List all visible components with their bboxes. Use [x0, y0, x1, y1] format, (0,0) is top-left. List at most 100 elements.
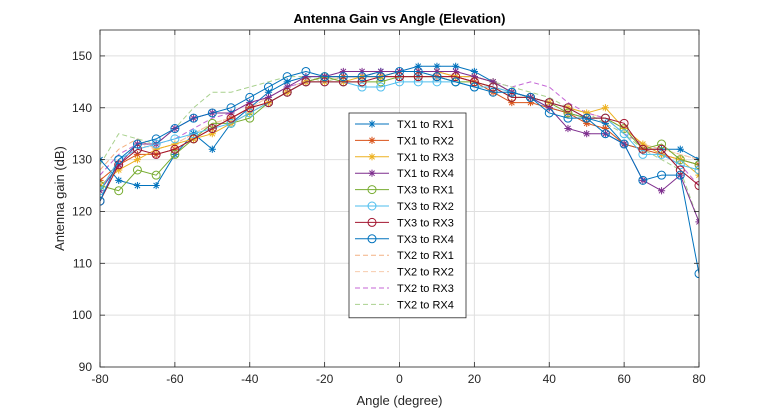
data-point-tx1-to-rx4: [657, 187, 666, 195]
data-point-tx3-to-rx3: [338, 77, 348, 87]
data-point-tx3-to-rx3: [600, 113, 610, 123]
data-point-tx3-to-rx2: [245, 108, 255, 118]
data-point-tx3-to-rx1: [207, 118, 217, 128]
data-point-tx3-to-rx2: [619, 129, 629, 139]
data-point-tx1-to-rx4: [489, 78, 497, 86]
series-line-tx3-to-rx3: [100, 76, 699, 202]
data-point-tx3-to-rx3: [301, 77, 311, 87]
data-point-tx3-to-rx2: [694, 165, 699, 175]
data-point-tx3-to-rx4: [432, 72, 442, 82]
x-tick-label: 40: [543, 372, 557, 386]
data-point-tx3-to-rx3: [189, 134, 199, 144]
y-axis-title: Antenna gain (dB): [52, 146, 67, 251]
series-layer: [100, 62, 699, 279]
data-point-tx3-to-rx3: [638, 144, 648, 154]
legend-entry-tx1-to-rx3: TX1 to RX3: [355, 152, 454, 164]
data-point-tx3-to-rx2: [226, 118, 236, 128]
data-point-tx3-to-rx3: [469, 77, 479, 87]
data-point-tx3-to-rx4: [451, 77, 461, 87]
data-point-tx3-to-rx4: [376, 72, 386, 82]
x-tick-label: 60: [617, 372, 631, 386]
legend-label-tx1-to-rx1: TX1 to RX1: [397, 119, 454, 131]
data-point-tx1-to-rx1: [208, 145, 216, 153]
data-point-tx3-to-rx2: [151, 139, 161, 149]
legend-entry-tx2-to-rx3: TX2 to RX3: [355, 283, 454, 295]
legend-label-tx2-to-rx1: TX2 to RX1: [397, 250, 454, 262]
x-tick-label: -60: [166, 372, 184, 386]
data-point-tx3-to-rx4: [694, 269, 699, 279]
data-point-tx3-to-rx3: [657, 144, 667, 154]
x-tick-label: -80: [91, 372, 109, 386]
data-point-tx1-to-rx1: [283, 78, 291, 86]
data-point-tx3-to-rx2: [376, 82, 386, 92]
data-point-tx1-to-rx4: [339, 67, 347, 76]
data-point-tx3-to-rx4: [207, 108, 217, 118]
legend-label-tx2-to-rx3: TX2 to RX3: [397, 283, 454, 295]
legend-entry-tx1-to-rx4: TX1 to RX4: [355, 168, 454, 180]
data-point-tx3-to-rx1: [675, 155, 685, 165]
data-point-tx1-to-rx3: [152, 145, 160, 153]
data-point-tx3-to-rx2: [675, 160, 685, 170]
legend-marker-tx3-to-rx4: [367, 234, 377, 244]
data-point-tx1-to-rx4: [264, 93, 273, 101]
data-point-tx1-to-rx2: [508, 98, 516, 107]
data-point-tx3-to-rx2: [189, 129, 199, 139]
data-point-tx3-to-rx4: [600, 129, 610, 139]
y-tick-label: 90: [79, 360, 93, 374]
x-tick-label: 20: [468, 372, 482, 386]
data-point-tx1-to-rx2: [133, 150, 142, 159]
legend-label-tx1-to-rx2: TX1 to RX2: [397, 135, 454, 147]
data-point-tx3-to-rx4: [301, 66, 311, 76]
chart-title: Antenna Gain vs Angle (Elevation): [294, 11, 506, 26]
data-point-tx3-to-rx4: [170, 124, 180, 134]
data-point-tx3-to-rx4: [657, 170, 667, 180]
data-point-tx3-to-rx1: [694, 160, 699, 170]
data-point-tx1-to-rx4: [470, 73, 478, 81]
legend: TX1 to RX1 TX1 to RX2 TX1 to RX3 TX1 to RX4…: [348, 112, 467, 319]
series-tx3-to-rx4: [100, 66, 699, 279]
data-point-tx3-to-rx1: [151, 170, 161, 180]
legend-entry-tx2-to-rx4: TX2 to RX4: [355, 299, 454, 311]
data-point-tx1-to-rx3: [115, 166, 123, 174]
data-point-tx3-to-rx4: [619, 139, 629, 149]
series-line-tx2-to-rx3: [100, 70, 699, 186]
data-point-tx1-to-rx3: [639, 140, 647, 148]
legend-marker-tx1-to-rx1: [368, 120, 376, 128]
legend-label-tx3-to-rx4: TX3 to RX4: [397, 234, 454, 246]
legend-marker-tx1-to-rx2: [368, 136, 376, 144]
data-point-tx3-to-rx4: [469, 82, 479, 92]
data-point-tx1-to-rx1: [152, 181, 160, 190]
data-point-tx1-to-rx4: [283, 83, 291, 91]
data-point-tx3-to-rx4: [320, 72, 330, 82]
data-point-tx3-to-rx4: [226, 103, 236, 113]
y-tick-label: 110: [73, 256, 92, 270]
y-tick-label: 140: [72, 101, 92, 115]
x-tick-label: -40: [241, 372, 259, 386]
data-point-tx1-to-rx3: [171, 140, 179, 148]
legend-entry-tx3-to-rx4: TX3 to RX4: [355, 234, 454, 246]
data-point-tx3-to-rx1: [563, 108, 573, 118]
data-point-tx3-to-rx4: [245, 92, 255, 102]
legend-entry-tx2-to-rx1: TX2 to RX1: [355, 250, 454, 262]
legend-entry-tx1-to-rx1: TX1 to RX1: [355, 119, 454, 131]
data-point-tx1-to-rx1: [676, 145, 684, 153]
data-point-tx3-to-rx3: [451, 72, 461, 82]
data-point-tx3-to-rx3: [563, 103, 573, 113]
data-point-tx3-to-rx1: [657, 139, 667, 149]
data-point-tx3-to-rx2: [357, 82, 367, 92]
data-point-tx3-to-rx1: [170, 149, 180, 159]
legend-label-tx3-to-rx1: TX3 to RX1: [397, 185, 454, 197]
data-point-tx3-to-rx1: [100, 181, 105, 191]
x-axis-title: Angle (degree): [357, 393, 443, 408]
data-point-tx3-to-rx3: [413, 72, 423, 82]
data-point-tx3-to-rx4: [132, 139, 142, 149]
data-point-tx3-to-rx2: [432, 77, 442, 87]
data-point-tx3-to-rx3: [170, 144, 180, 154]
data-point-tx1-to-rx2: [583, 119, 591, 127]
y-tick-label: 120: [72, 204, 92, 218]
y-tick-label: 130: [72, 153, 92, 167]
series-line-tx3-to-rx4: [100, 70, 699, 274]
data-point-tx3-to-rx4: [675, 170, 685, 180]
